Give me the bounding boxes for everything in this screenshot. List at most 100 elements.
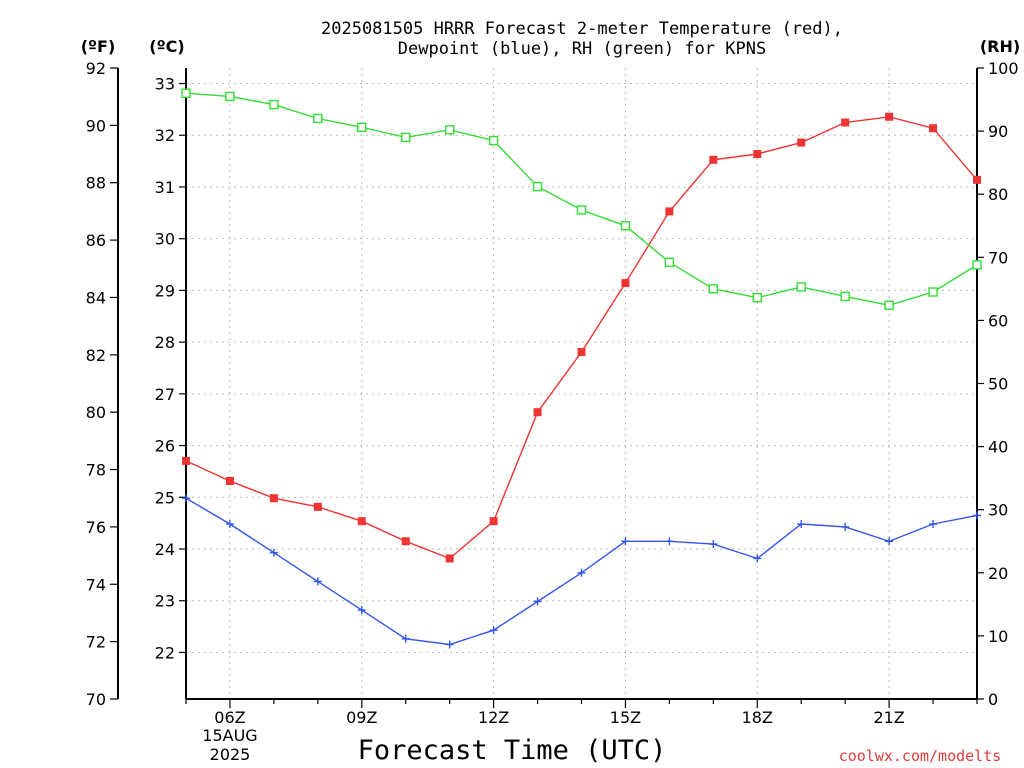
- rh-point-12: [488, 135, 499, 146]
- temperature-point-13: [533, 408, 542, 417]
- tick-label-rh-50: 50: [988, 375, 1008, 394]
- date-year-label: 2025: [210, 745, 251, 764]
- rh-point-19: [796, 282, 806, 292]
- x-axis-title: Forecast Time (UTC): [358, 735, 667, 766]
- chart-title-line2: Dewpoint (blue), RH (green) for KPNS: [398, 39, 766, 59]
- tick-label-rh-70: 70: [988, 248, 1008, 267]
- rh-point-21: [884, 300, 894, 310]
- temperature-point-5: [182, 456, 190, 465]
- temperature-point-15: [621, 279, 630, 288]
- tick-label-f-86: 86: [86, 231, 106, 250]
- dewpoint-point-12: [489, 626, 498, 635]
- axes: 70 72 74 76 78 80 82 84 86 88 90 92 22 23 24 25 26 27 28 29…: [86, 59, 1019, 727]
- rh-point-18: [752, 292, 762, 303]
- tick-label-c-28: 28: [155, 333, 175, 352]
- rh-point-17: [708, 284, 719, 294]
- rh-point-13: [532, 181, 543, 192]
- tick-label-x-21Z: 21Z: [873, 708, 904, 727]
- tick-label-x-09Z: 09Z: [346, 708, 377, 727]
- tick-label-c-25: 25: [155, 488, 175, 507]
- tick-label-c-24: 24: [155, 540, 175, 559]
- tick-label-f-92: 92: [86, 59, 106, 78]
- dewpoint-point-22: [929, 520, 938, 529]
- chart-title-line1: 2025081505 HRRR Forecast 2-meter Tempera…: [321, 19, 843, 39]
- tick-label-f-74: 74: [86, 575, 106, 594]
- dewpoint-point-6: [225, 520, 234, 529]
- dewpoint-point-17: [709, 540, 718, 549]
- dewpoint-point-18: [753, 554, 762, 563]
- temperature-point-8: [313, 502, 322, 511]
- temperature-point-21: [885, 112, 894, 121]
- temperature-point-16: [665, 207, 674, 216]
- dewpoint-point-5: [182, 494, 190, 503]
- tick-label-rh-100: 100: [988, 59, 1019, 78]
- dewpoint-point-14: [577, 568, 586, 577]
- tick-label-f-90: 90: [86, 116, 106, 135]
- temperature-point-9: [357, 517, 366, 526]
- temperature-point-11: [445, 554, 454, 563]
- dewpoint-point-19: [797, 520, 806, 529]
- data-series: [181, 88, 982, 649]
- tick-label-f-72: 72: [86, 633, 106, 652]
- rh-point-15: [620, 221, 631, 231]
- tick-label-rh-10: 10: [988, 627, 1008, 646]
- tick-label-c-27: 27: [155, 385, 175, 404]
- tick-label-x-06Z: 06Z: [214, 708, 245, 727]
- temperature-point-14: [577, 347, 586, 356]
- rh-point-23: [972, 260, 982, 270]
- temperature-point-23: [973, 175, 981, 184]
- tick-label-x-18Z: 18Z: [742, 708, 773, 727]
- dewpoint-point-11: [445, 640, 454, 649]
- rh-point-10: [401, 132, 411, 143]
- rh-point-9: [357, 122, 367, 133]
- tick-label-f-70: 70: [86, 690, 106, 709]
- rh-point-14: [576, 205, 587, 215]
- rh-point-22: [928, 287, 938, 297]
- tick-label-x-15Z: 15Z: [610, 708, 641, 727]
- dewpoint-point-23: [973, 511, 981, 520]
- temperature-point-20: [841, 118, 850, 127]
- rh-axis-unit: (RH): [980, 37, 1020, 56]
- rh-point-16: [664, 257, 675, 268]
- dewpoint-point-9: [357, 606, 366, 615]
- temperature-point-18: [753, 150, 762, 159]
- temperature-point-17: [709, 155, 718, 164]
- tick-label-f-88: 88: [86, 174, 106, 193]
- tick-label-f-82: 82: [86, 346, 106, 365]
- temperature-point-19: [797, 138, 806, 147]
- tick-label-f-80: 80: [86, 403, 106, 422]
- tick-label-rh-90: 90: [988, 122, 1008, 141]
- dewpoint-point-7: [269, 548, 278, 557]
- tick-label-c-22: 22: [155, 643, 175, 662]
- temperature-point-6: [225, 477, 234, 486]
- rh-point-8: [313, 113, 323, 124]
- tick-label-c-33: 33: [155, 75, 175, 94]
- tick-label-rh-60: 60: [988, 311, 1008, 330]
- tick-label-rh-30: 30: [988, 501, 1008, 520]
- tick-label-rh-80: 80: [988, 185, 1008, 204]
- tick-label-c-26: 26: [155, 437, 175, 456]
- date-day-label: 15AUG: [202, 726, 257, 745]
- dewpoint-point-21: [885, 537, 894, 546]
- tick-label-c-32: 32: [155, 126, 175, 145]
- tick-label-rh-0: 0: [988, 690, 998, 709]
- rh-point-6: [225, 91, 235, 102]
- dewpoint-point-15: [621, 537, 630, 546]
- rh-point-20: [840, 291, 850, 302]
- temperature-point-7: [269, 494, 278, 503]
- temperature-point-22: [929, 124, 938, 133]
- celsius-axis-unit: (ºC): [149, 37, 184, 56]
- rh-point-7: [269, 99, 279, 110]
- fahrenheit-axis-unit: (ºF): [81, 37, 116, 56]
- temperature-point-12: [489, 517, 498, 526]
- tick-label-c-31: 31: [155, 178, 175, 197]
- tick-label-c-23: 23: [155, 592, 175, 611]
- temperature-point-10: [401, 537, 410, 546]
- rh-point-11: [444, 125, 455, 135]
- tick-label-f-76: 76: [86, 518, 106, 537]
- tick-label-x-12Z: 12Z: [478, 708, 509, 727]
- dewpoint-point-20: [841, 522, 850, 531]
- dewpoint-point-16: [665, 537, 674, 546]
